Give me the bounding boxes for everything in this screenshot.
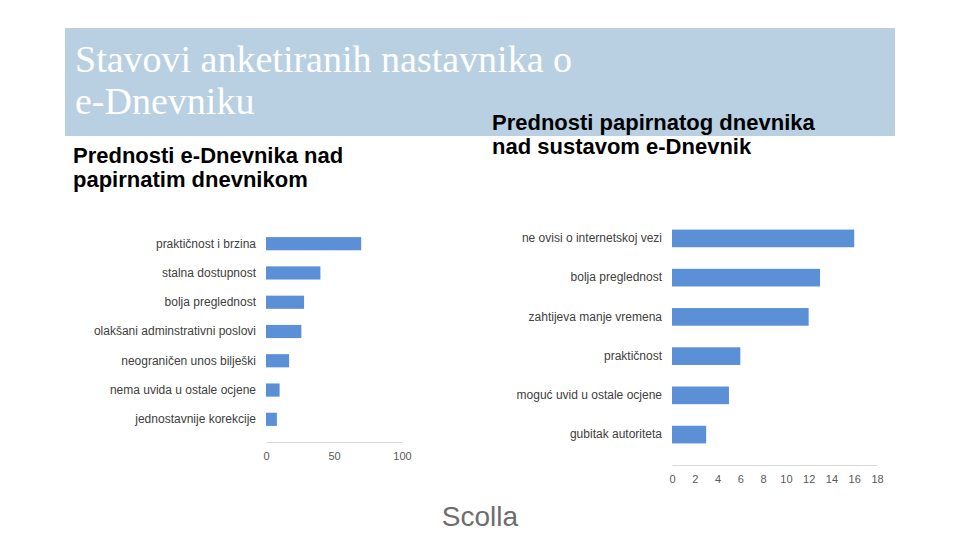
category-tick: praktičnost <box>604 349 672 363</box>
category-tick: gubitak autoriteta <box>570 427 672 441</box>
tick: 14 <box>826 465 838 485</box>
bars <box>672 230 854 444</box>
axis-line <box>673 465 878 466</box>
bar <box>672 308 809 326</box>
tick: 18 <box>871 465 883 485</box>
category-label: gubitak autoriteta <box>570 427 662 441</box>
bar <box>672 347 740 365</box>
tick: 100 <box>393 442 411 462</box>
chart: Prednosti papirnatog dnevnikanad sustavo… <box>492 110 884 485</box>
y-axis: praktičnost i brzina stalna dostupnost bol… <box>94 237 266 427</box>
bar <box>672 426 706 444</box>
logo: Scolla <box>442 501 519 532</box>
category-label: olakšani adminstrativni poslovi <box>94 324 256 338</box>
tick: 4 <box>715 465 721 485</box>
category-label: praktičnost i brzina <box>156 237 256 251</box>
tick: 8 <box>761 465 767 485</box>
category-tick: ne ovisi o internetskoj vezi <box>522 231 672 245</box>
text-line: nad sustavom e-Dnevnik <box>492 134 752 159</box>
tick-label: 10 <box>780 473 792 485</box>
category-label: jednostavnije korekcije <box>134 412 256 426</box>
category-tick: bolja preglednost <box>571 270 672 284</box>
bar <box>266 354 289 367</box>
category-tick: olakšani adminstrativni poslovi <box>94 324 266 338</box>
tick: 16 <box>849 465 861 485</box>
category-label: moguć uvid u ostale ocjene <box>517 388 663 402</box>
chart-title: Prednosti e-Dnevnika nadpapirnatim dnevn… <box>73 143 343 192</box>
bars <box>266 237 361 426</box>
text-line: papirnatim dnevnikom <box>73 167 308 192</box>
category-label: nema uvida u ostale ocjene <box>110 383 256 397</box>
text-line: Stavovi anketiranih nastavnika o <box>75 38 572 80</box>
category-tick: zahtijeva manje vremena <box>529 310 672 324</box>
category-label: bolja preglednost <box>165 295 257 309</box>
category-label: praktičnost <box>604 349 663 363</box>
category-label: ne ovisi o internetskoj vezi <box>522 231 662 245</box>
tick: 10 <box>780 465 792 485</box>
tick-label: 0 <box>263 450 269 462</box>
tick: 0 <box>263 442 269 462</box>
tick-label: 100 <box>393 450 411 462</box>
tick-label: 16 <box>849 473 861 485</box>
category-tick: bolja preglednost <box>165 295 266 309</box>
text-line: Prednosti e-Dnevnika nad <box>73 143 343 168</box>
title-band <box>65 28 895 136</box>
bar <box>266 383 280 396</box>
bar <box>672 230 854 248</box>
tick-label: 2 <box>692 473 698 485</box>
tick-label: 4 <box>715 473 721 485</box>
text-line: e-Dnevniku <box>75 80 254 122</box>
category-tick: moguć uvid u ostale ocjene <box>517 388 672 402</box>
category-tick: jednostavnije korekcije <box>134 412 266 426</box>
tick-label: 12 <box>803 473 815 485</box>
x-axis: 0 2 4 6 8 10 12 14 16 18 <box>669 465 883 485</box>
category-tick: stalna dostupnost <box>162 266 266 280</box>
tick: 12 <box>803 465 815 485</box>
y-axis: ne ovisi o internetskoj vezi bolja pregle… <box>517 231 672 441</box>
category-label: stalna dostupnost <box>162 266 257 280</box>
tick: 6 <box>738 465 744 485</box>
category-label: neograničen unos bilješki <box>121 354 256 368</box>
tick: 0 <box>669 465 675 485</box>
bar <box>672 269 820 287</box>
category-label: bolja preglednost <box>571 270 663 284</box>
axis-line <box>267 442 403 443</box>
text-line: Prednosti papirnatog dnevnika <box>492 110 815 135</box>
bar <box>266 266 320 279</box>
category-tick: nema uvida u ostale ocjene <box>110 383 266 397</box>
bar <box>672 387 729 405</box>
tick: 50 <box>328 442 340 462</box>
tick-label: 18 <box>871 473 883 485</box>
tick-label: 8 <box>761 473 767 485</box>
x-axis: 0 50 100 <box>263 442 411 462</box>
category-tick: neograničen unos bilješki <box>121 354 266 368</box>
tick: 2 <box>692 465 698 485</box>
chart: Prednosti e-Dnevnika nadpapirnatim dnevn… <box>73 143 412 462</box>
bar <box>266 296 304 309</box>
chart-title: Prednosti papirnatog dnevnikanad sustavo… <box>492 110 815 159</box>
bar <box>266 325 301 338</box>
tick-label: 0 <box>669 473 675 485</box>
category-label: zahtijeva manje vremena <box>529 310 663 324</box>
slide: Stavovi anketiranih nastavnika oe-Dnevni… <box>0 0 960 540</box>
tick-label: 50 <box>328 450 340 462</box>
tick-label: 6 <box>738 473 744 485</box>
bar <box>266 413 277 426</box>
category-tick: praktičnost i brzina <box>156 237 266 251</box>
bar <box>266 237 361 250</box>
tick-label: 14 <box>826 473 838 485</box>
